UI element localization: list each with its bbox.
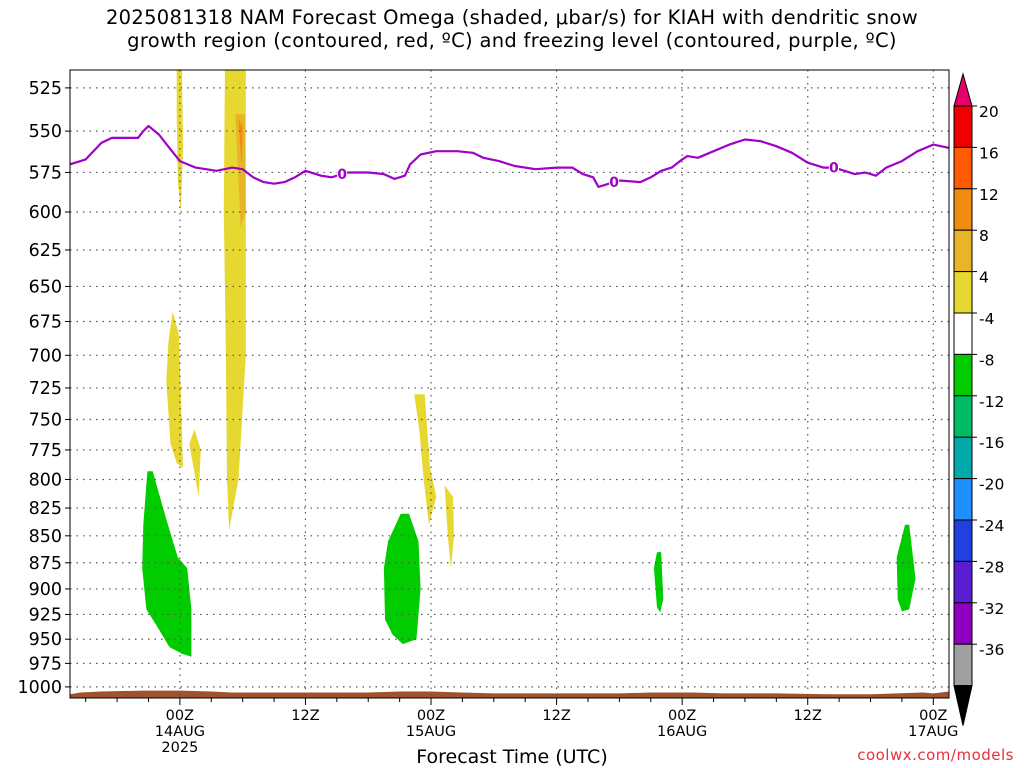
omega-region-3 [189, 429, 201, 497]
colorbar-swatch [953, 146, 973, 190]
chart-title-line-2: growth region (contoured, red, ºC) and f… [127, 29, 897, 52]
y-tick-label: 650 [29, 277, 62, 297]
chart-title-line-1: 2025081318 NAM Forecast Omega (shaded, μ… [105, 6, 919, 29]
omega-region-10 [653, 552, 664, 613]
omega-region-7 [238, 119, 243, 165]
x-tick-label: 16AUG [657, 724, 707, 740]
y-tick-label: 625 [29, 241, 62, 261]
y-tick-label: 600 [29, 203, 62, 223]
freezing-level-line [69, 124, 950, 188]
freezing-label-bg [337, 166, 348, 182]
colorbar-label: -8 [979, 351, 994, 369]
colorbar-swatch [953, 395, 973, 438]
y-tick-label: 525 [29, 79, 62, 99]
colorbar-swatch [953, 229, 973, 273]
x-tick-label: 12Z [794, 708, 822, 724]
x-tick-label: 00Z [919, 708, 947, 724]
freezing-level-layer: 0 0 0 [69, 124, 950, 191]
colorbar-swatch [953, 188, 973, 231]
colorbar-label: -36 [979, 641, 1004, 659]
freezing-level-label: 0 [829, 161, 839, 177]
x-tick-label: 12Z [291, 708, 319, 724]
x-tick-label: 00Z [417, 708, 445, 724]
y-tick-label: 925 [29, 605, 62, 625]
x-tick-label: 14AUG [155, 724, 205, 740]
terrain-layer [70, 690, 949, 698]
colorbar-swatch [953, 271, 973, 314]
x-tick-label: 2025 [161, 740, 198, 756]
y-tick-label: 975 [29, 654, 62, 674]
colorbar-swatch [953, 353, 973, 397]
omega-region-2 [166, 311, 183, 468]
y-tick-label: 800 [29, 470, 62, 490]
freezing-label-bg [828, 159, 839, 175]
colorbar-label: 20 [979, 103, 999, 121]
colorbar-label: 16 [979, 144, 999, 162]
omega-region-0 [176, 70, 183, 212]
y-tick-label: 675 [29, 313, 62, 333]
x-tick-label: 00Z [668, 708, 696, 724]
colorbar-label: -32 [979, 600, 1004, 618]
chart-title: 2025081318 NAM Forecast Omega (shaded, μ… [0, 6, 1024, 52]
colorbar-swatch [953, 312, 973, 355]
colorbar-label: 8 [979, 227, 989, 245]
omega-region-4 [414, 394, 437, 525]
x-axis-label: Forecast Time (UTC) [416, 746, 608, 768]
colorbar-label: -24 [979, 517, 1004, 535]
y-tick-label: 550 [29, 122, 62, 142]
colorbar-label: -20 [979, 476, 1004, 494]
y-axis: 525 550 575 600 625 650 675 700 725 750 775 800 825 8… [17, 79, 70, 698]
omega-region-6 [235, 114, 246, 228]
colorbar-swatch [953, 105, 973, 148]
colorbar-label: -4 [979, 310, 994, 328]
colorbar-label: 4 [979, 269, 989, 287]
x-tick-label: 00Z [166, 708, 194, 724]
colorbar-label: -16 [979, 434, 1004, 452]
x-tick-label: 17AUG [908, 724, 958, 740]
grid-layer [70, 70, 949, 698]
colorbar: 20 16 12 8 4 -4 -8 -12 -16 -20 -24 -28 -32 -36 [953, 72, 1004, 726]
y-tick-label: 575 [29, 163, 62, 183]
colorbar-swatch [953, 478, 973, 521]
x-tick-label: 15AUG [406, 724, 456, 740]
colorbar-swatch [953, 602, 973, 645]
x-tick-label: 12Z [542, 708, 570, 724]
freezing-level-label: 0 [337, 167, 347, 183]
omega-region-9 [383, 513, 421, 645]
y-tick-label: 725 [29, 379, 62, 399]
freezing-label-bg [609, 174, 620, 190]
y-tick-label: 700 [29, 346, 62, 366]
omega-region-11 [896, 524, 916, 612]
colorbar-bottom-arrow [953, 685, 973, 726]
colorbar-label: 12 [979, 186, 999, 204]
y-tick-label: 775 [29, 441, 62, 461]
credit-text: coolwx.com/models [857, 746, 1014, 764]
colorbar-label: -28 [979, 558, 1004, 576]
y-tick-label: 750 [29, 410, 62, 430]
y-tick-label: 1000 [17, 678, 62, 698]
omega-shading-layer [142, 70, 916, 657]
colorbar-swatch [953, 560, 973, 604]
y-tick-label: 900 [29, 580, 62, 600]
freezing-level-label: 0 [609, 175, 619, 191]
colorbar-swatch [953, 436, 973, 480]
y-tick-label: 825 [29, 499, 62, 519]
y-tick-label: 950 [29, 630, 62, 650]
colorbar-swatch [953, 519, 973, 562]
plot-frame [69, 69, 950, 699]
terrain-fill [70, 690, 949, 698]
y-tick-label: 875 [29, 554, 62, 574]
colorbar-top-arrow [953, 72, 973, 107]
omega-region-5 [444, 485, 454, 569]
colorbar-label: -12 [979, 393, 1004, 411]
colorbar-swatch [953, 643, 973, 687]
omega-region-8 [142, 471, 192, 657]
y-tick-label: 850 [29, 527, 62, 547]
